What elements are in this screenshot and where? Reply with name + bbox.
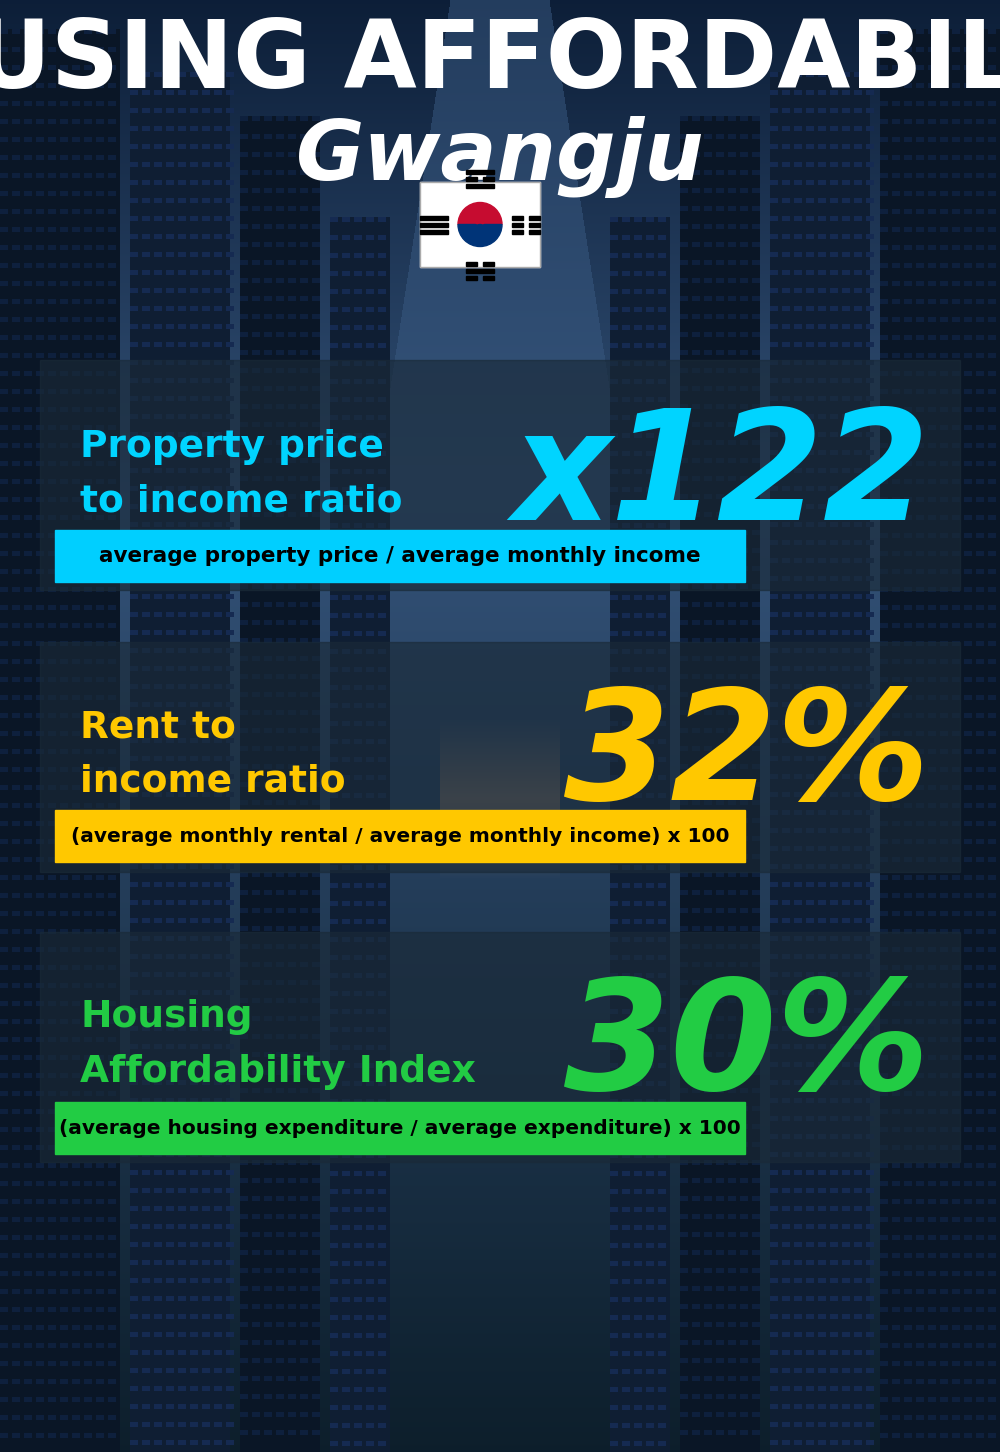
Text: Housing: Housing xyxy=(80,999,252,1035)
Bar xyxy=(40,360,960,590)
Text: Gwangju: Gwangju xyxy=(296,116,704,197)
Bar xyxy=(55,1102,745,1154)
Bar xyxy=(529,215,540,219)
Text: 32%: 32% xyxy=(564,682,930,832)
Bar xyxy=(55,810,745,862)
Circle shape xyxy=(475,225,486,235)
Bar xyxy=(420,222,448,227)
Bar xyxy=(466,183,494,187)
Wedge shape xyxy=(458,225,502,247)
Bar xyxy=(420,215,448,219)
Text: (average housing expenditure / average expenditure) x 100: (average housing expenditure / average e… xyxy=(59,1118,741,1137)
Text: average property price / average monthly income: average property price / average monthly… xyxy=(99,546,701,566)
Text: HOUSING AFFORDABILITY: HOUSING AFFORDABILITY xyxy=(0,16,1000,107)
Bar xyxy=(483,276,494,279)
Bar xyxy=(466,276,477,279)
Bar xyxy=(40,932,960,1162)
Bar xyxy=(420,229,448,234)
Bar xyxy=(483,261,494,266)
Bar xyxy=(529,222,540,227)
Bar xyxy=(529,229,540,234)
Bar xyxy=(55,530,745,582)
Text: to income ratio: to income ratio xyxy=(80,484,402,520)
Text: Property price: Property price xyxy=(80,428,384,465)
Bar xyxy=(466,177,477,180)
Bar xyxy=(512,222,523,227)
Bar xyxy=(420,182,540,267)
Bar xyxy=(466,261,477,266)
Wedge shape xyxy=(458,202,502,225)
Text: Affordability Index: Affordability Index xyxy=(80,1054,476,1090)
Bar xyxy=(466,269,494,273)
Text: x122: x122 xyxy=(513,402,930,552)
Text: (average monthly rental / average monthly income) x 100: (average monthly rental / average monthl… xyxy=(71,826,729,845)
Bar xyxy=(483,177,494,180)
Bar xyxy=(466,170,494,173)
Bar xyxy=(512,215,523,219)
Bar xyxy=(512,229,523,234)
Text: Rent to: Rent to xyxy=(80,709,236,745)
Text: income ratio: income ratio xyxy=(80,764,346,800)
Text: 30%: 30% xyxy=(564,973,930,1121)
Bar xyxy=(40,642,960,873)
Bar xyxy=(420,182,540,267)
Circle shape xyxy=(475,213,486,225)
